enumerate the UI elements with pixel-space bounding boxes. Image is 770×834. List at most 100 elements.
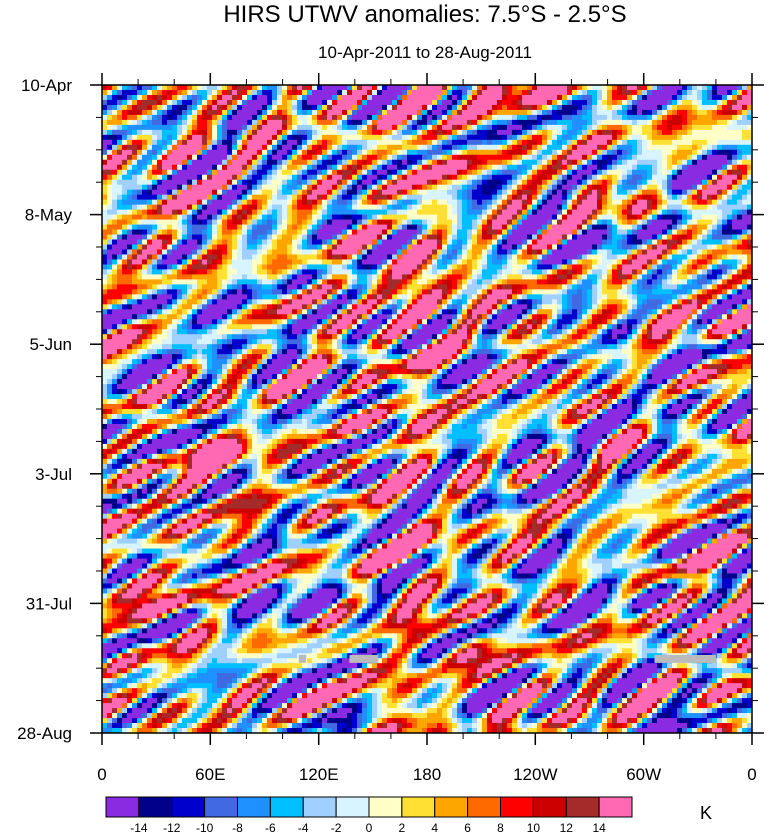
heat-cell [707, 194, 713, 201]
heat-cell [597, 229, 603, 236]
heat-cell [277, 189, 283, 196]
heat-cell [307, 119, 313, 126]
heat-cell [367, 159, 373, 166]
heat-cell [292, 159, 298, 166]
heat-cell [357, 189, 363, 196]
heat-cell [612, 174, 618, 181]
heat-cell [122, 274, 128, 280]
heat-cell [152, 179, 158, 186]
heat-cell [677, 159, 683, 166]
heat-cell [132, 169, 138, 176]
heat-cell [527, 214, 533, 221]
heat-cell [592, 239, 598, 246]
heat-cell [272, 134, 278, 141]
heat-cell [332, 169, 338, 176]
heat-cell [457, 114, 463, 121]
heat-cell [482, 204, 488, 211]
heat-cell [207, 269, 213, 276]
heat-cell [272, 184, 278, 191]
heat-cell [302, 154, 308, 161]
heat-cell [237, 89, 243, 96]
heat-cell [692, 269, 698, 276]
heat-cell [407, 179, 413, 186]
heat-cell [367, 144, 373, 151]
heat-cell [382, 99, 388, 106]
heat-cell [542, 149, 548, 156]
heat-cell [612, 154, 618, 161]
heat-cell [647, 194, 653, 201]
heat-cell [667, 199, 673, 206]
heat-cell [717, 189, 723, 196]
heat-cell [117, 214, 123, 221]
heat-cell [187, 274, 193, 280]
heat-cell [497, 119, 503, 126]
heat-cell [127, 254, 133, 261]
heat-cell [607, 144, 613, 151]
heat-cell [552, 264, 558, 271]
heat-cell [327, 169, 333, 176]
heat-cell [387, 224, 393, 231]
heat-cell [682, 139, 688, 146]
heat-cell [622, 259, 628, 266]
heat-cell [677, 194, 683, 201]
heat-cell [497, 219, 503, 226]
heat-cell [212, 104, 218, 111]
heat-cell [647, 94, 653, 101]
heat-cell [237, 149, 243, 156]
heat-cell [492, 104, 498, 111]
heat-cell [217, 129, 223, 136]
heat-cell [317, 204, 323, 211]
heat-cell [387, 104, 393, 111]
heat-cell [252, 144, 258, 151]
heat-cell [137, 219, 143, 226]
heat-cell [292, 179, 298, 186]
heat-cell [207, 89, 213, 96]
heat-cell [507, 234, 513, 241]
heat-cell [432, 219, 438, 226]
heat-cell [217, 124, 223, 131]
heat-cell [357, 224, 363, 231]
heat-cell [532, 85, 538, 91]
heat-cell [577, 264, 583, 271]
heat-cell [287, 194, 293, 201]
heat-cell [137, 179, 143, 186]
heat-cell [252, 234, 258, 241]
heat-cell [177, 214, 183, 221]
heat-cell [317, 119, 323, 126]
heat-cell [732, 184, 738, 191]
heat-cell [487, 264, 493, 271]
heat-cell [542, 89, 548, 96]
heat-cell [722, 234, 728, 241]
heat-cell [442, 94, 448, 101]
heat-cell [527, 99, 533, 106]
heat-cell [747, 234, 752, 241]
heat-cell [207, 99, 213, 106]
heat-cell [732, 99, 738, 106]
heat-cell [377, 254, 383, 261]
heat-cell [232, 244, 238, 251]
heat-cell [527, 229, 533, 236]
heat-cell [227, 244, 233, 251]
heat-cell [202, 184, 208, 191]
heat-cell [582, 219, 588, 226]
heat-cell [607, 85, 613, 91]
heat-cell [507, 124, 513, 131]
heat-cell [357, 259, 363, 266]
heat-cell [412, 174, 418, 181]
heat-cell [322, 264, 328, 271]
heat-cell [197, 264, 203, 271]
heat-cell [417, 209, 423, 216]
heat-cell [547, 85, 553, 91]
heat-cell [417, 129, 423, 136]
heat-cell [287, 219, 293, 226]
heat-cell [167, 214, 173, 221]
heat-cell [322, 199, 328, 206]
heat-cell [497, 169, 503, 176]
heat-cell [492, 239, 498, 246]
heat-cell [447, 244, 453, 251]
heat-cell [632, 149, 638, 156]
heat-cell [117, 139, 123, 146]
heat-cell [607, 184, 613, 191]
heat-cell [297, 154, 303, 161]
heat-cell [497, 249, 503, 256]
